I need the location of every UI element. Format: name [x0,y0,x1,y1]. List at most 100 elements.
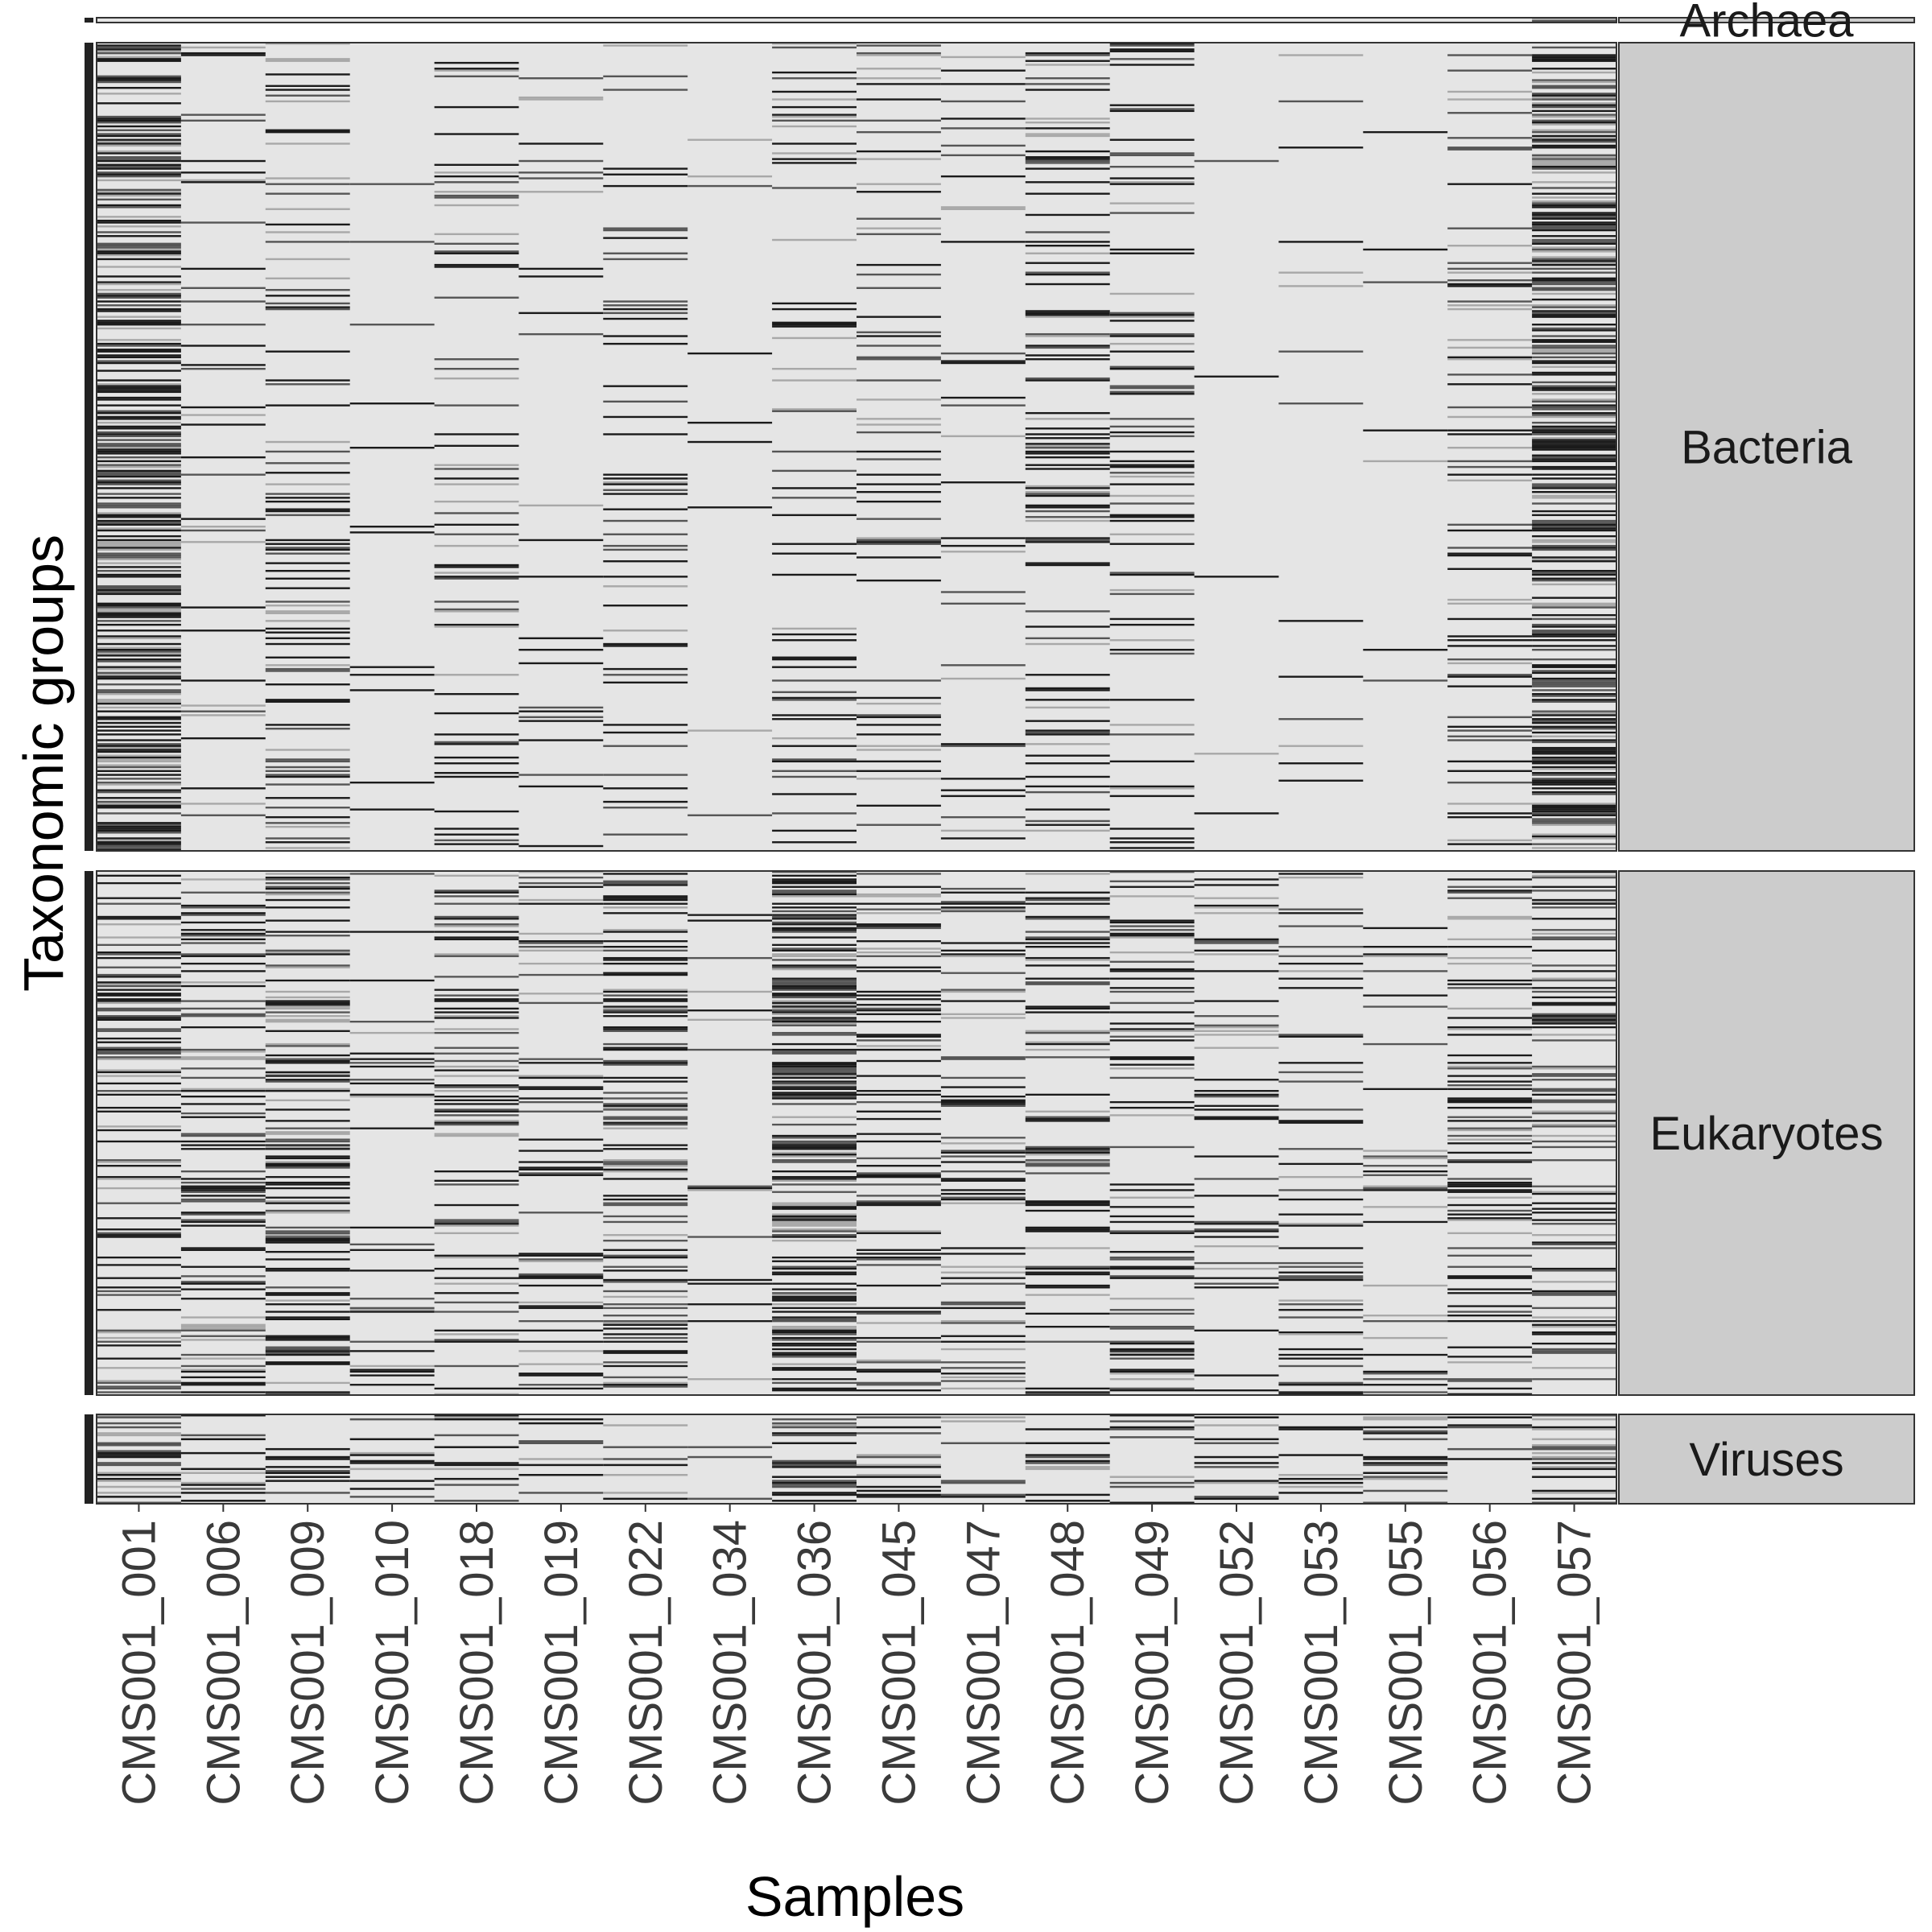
heat-cell [1532,105,1616,109]
heat-cell [772,886,857,888]
heat-cell [97,671,181,675]
heat-cell [940,837,1026,840]
heat-cell [97,60,181,62]
heat-cell [1025,83,1110,85]
heat-cell [349,1269,435,1272]
heat-cell [772,321,857,324]
heat-cell [434,75,519,78]
heat-cell [434,69,519,72]
heat-cell [97,1463,181,1467]
heat-cell [1025,706,1110,709]
heat-cell [1532,1281,1616,1283]
heat-cell [1109,1481,1195,1484]
heat-cell [97,460,181,463]
heat-cell [603,1361,688,1364]
heat-cell [434,891,519,894]
heat-cell [1363,460,1448,463]
heat-cell [857,345,941,347]
heat-cell [1532,114,1616,116]
heat-cell [349,1480,435,1482]
heat-cell [857,227,941,229]
heat-cell [349,1226,435,1229]
heat-cell [857,556,941,559]
heat-cell [265,873,350,875]
heat-cell [603,674,688,676]
heat-cell [1025,89,1110,91]
heat-cell [265,1131,350,1133]
heat-cell [265,94,350,97]
heat-cell [603,1168,688,1170]
heat-cell [772,1325,857,1328]
heat-cell [772,1234,857,1236]
heat-cell [940,241,1026,243]
heat-cell [434,1277,519,1279]
heat-cell [97,433,181,436]
heat-cell [603,89,688,91]
heat-cell [97,822,181,824]
heat-cell [1109,1426,1195,1429]
heat-cell [772,895,857,898]
heat-cell [1109,1001,1195,1005]
heat-cell [1025,1500,1110,1502]
heat-cell [265,1042,350,1046]
heat-cell [687,175,773,178]
heat-cell [265,192,350,195]
heat-cell [603,576,688,578]
heat-cell [97,516,181,518]
heat-cell [265,1181,350,1184]
heat-cell [1447,1292,1533,1294]
heat-cell [1109,385,1195,387]
heat-cell [1532,102,1616,105]
heat-cell [349,1438,435,1441]
heat-cell [1447,1191,1533,1193]
heat-cell [97,675,181,678]
heat-cell [97,1277,181,1279]
heat-cell [1532,429,1616,431]
heat-cell [1532,750,1616,753]
heat-cell [97,829,181,832]
heat-cell [603,807,688,809]
heat-cell [97,541,181,543]
heat-cell [1363,1170,1448,1173]
heat-cell [1278,620,1364,622]
heat-cell [1025,464,1110,466]
heat-cell [180,1140,266,1143]
heat-cell [518,332,604,336]
heat-cell [940,1367,1026,1369]
heat-cell [97,418,181,420]
heat-cell [97,266,181,268]
heat-cell [180,814,266,816]
heat-cell [97,543,181,545]
heat-cell [97,702,181,705]
heat-cell [265,514,350,517]
heat-cell [434,1015,519,1018]
heat-cell [97,194,181,197]
heat-cell [97,481,181,484]
heat-cell [97,1331,181,1334]
heat-cell [1532,679,1616,682]
heat-cell [434,404,519,407]
heat-cell [940,1161,1026,1163]
heat-cell [1025,915,1110,919]
heat-cell [180,1281,266,1283]
heat-cell [1109,932,1195,935]
heat-cell [434,1339,519,1341]
heat-cell [687,184,773,188]
heat-cell [687,1446,773,1448]
heat-cell [1025,956,1110,960]
heat-cell [265,1196,350,1199]
heat-cell [97,411,181,415]
heat-cell [940,118,1026,120]
heat-cell [772,871,857,873]
heat-cell [1278,1189,1364,1191]
heat-cell [772,949,857,952]
heat-cell [434,874,519,877]
heat-cell [1025,539,1110,542]
heat-cell [97,288,181,291]
heat-cell [940,795,1026,798]
heat-cell [518,1492,604,1494]
heat-cell [265,919,350,922]
heat-cell [180,1067,266,1070]
heat-cell [1532,898,1616,902]
heat-cell [1025,252,1110,254]
